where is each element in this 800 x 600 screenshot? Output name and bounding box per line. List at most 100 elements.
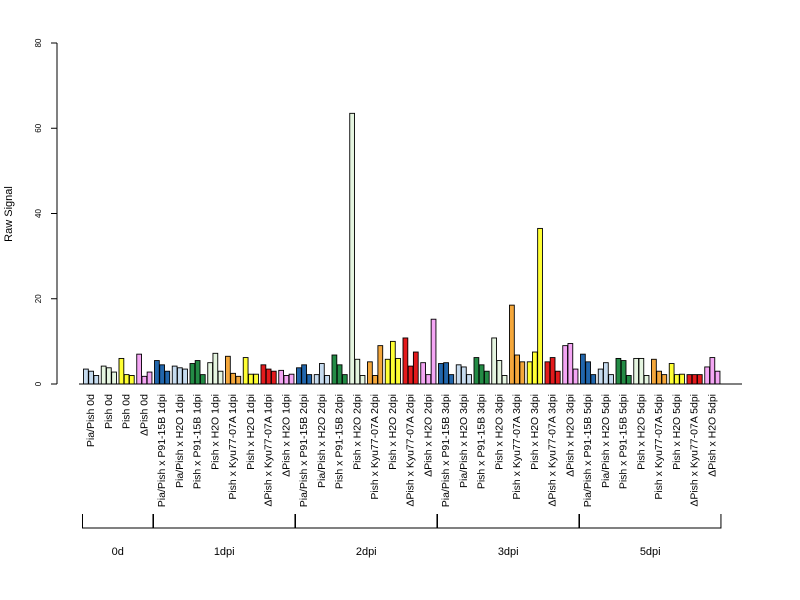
bar — [384, 358, 391, 385]
bar — [270, 370, 277, 385]
bar — [696, 374, 703, 385]
bar — [306, 374, 313, 385]
bar — [674, 374, 680, 385]
bar — [242, 357, 249, 385]
timepoint-bracket — [82, 514, 154, 529]
bar — [260, 364, 267, 385]
bar — [118, 357, 125, 385]
x-tick-label: Pish x H2O 2dpi — [351, 394, 363, 470]
bar — [483, 370, 490, 385]
y-tick-label: 40 — [34, 209, 43, 218]
bar — [171, 365, 178, 385]
bar — [212, 352, 219, 385]
bar — [199, 374, 206, 385]
bar — [704, 366, 711, 385]
bar — [164, 370, 171, 385]
x-tick-label: Pish x H2O 1dpi — [209, 394, 221, 470]
timepoint-label: 5dpi — [640, 546, 661, 558]
bar — [625, 375, 632, 385]
bar — [461, 366, 467, 385]
bar — [633, 357, 640, 385]
timepoint-brackets: 0d 1dpi 2dpi 3dpi 5dpi — [82, 514, 722, 558]
timepoint-bracket — [295, 514, 438, 529]
x-tick-label: ΔPish 0d — [138, 394, 150, 436]
bar — [283, 375, 290, 385]
timepoint-label: 3dpi — [498, 546, 519, 558]
timepoint-label: 0d — [112, 546, 124, 558]
bar — [603, 362, 609, 385]
bar — [643, 375, 650, 385]
timepoint-bracket — [579, 514, 722, 529]
y-tick-label: 80 — [34, 38, 43, 47]
x-tick-label: ΔPish x Kyu77-07A 1dpi — [263, 394, 275, 507]
x-tick-label: ΔPish x H2O 3dpi — [564, 394, 576, 477]
bar — [123, 374, 130, 385]
bar — [567, 343, 574, 385]
y-tick-label: 20 — [34, 294, 43, 303]
y-axis-label: Raw Signal — [3, 186, 15, 242]
bar — [466, 374, 472, 385]
x-tick-label: Pish x Kyu77-07A 2dpi — [369, 394, 381, 500]
bar — [230, 372, 236, 385]
timepoint-bracket — [153, 514, 296, 529]
x-tick-label: Pia/Pish x H2O 2dpi — [316, 394, 328, 488]
x-tick-label: Pish 0d — [103, 394, 115, 429]
bar — [319, 363, 325, 385]
x-tick-label: Pish x P91-15B 3dpi — [476, 394, 488, 489]
bar — [407, 365, 414, 385]
bar — [354, 358, 361, 385]
x-tick-label: Pia/Pish x P91-15B 2dpi — [298, 394, 310, 507]
bar — [159, 364, 165, 385]
bar — [420, 362, 427, 385]
bar — [509, 304, 515, 385]
bar — [154, 360, 160, 385]
bar — [668, 363, 675, 385]
bar — [194, 360, 201, 385]
bar — [313, 374, 320, 385]
bar — [501, 375, 508, 385]
bar — [661, 374, 668, 385]
bar — [390, 340, 396, 385]
x-tick-label: Pish x H2O 3dpi — [529, 394, 541, 470]
bar — [620, 360, 627, 385]
bar — [430, 318, 437, 385]
bar — [537, 227, 543, 385]
bar — [473, 357, 480, 385]
bar — [597, 368, 604, 385]
x-tick-label: ΔPish x Kyu77-07A 5dpi — [689, 394, 701, 507]
bar — [105, 367, 112, 385]
bar — [526, 361, 533, 385]
bar — [189, 363, 196, 385]
bar — [265, 368, 272, 385]
x-tick-label: Pia/Pish x P91-15B 1dpi — [156, 394, 168, 507]
bar — [412, 351, 419, 385]
bar — [491, 337, 498, 385]
bar — [128, 375, 135, 385]
bar — [253, 373, 259, 385]
bar — [225, 355, 231, 385]
y-tick-label: 0 — [34, 381, 43, 386]
bar — [349, 112, 356, 385]
x-tick-label: Pish 0d — [121, 394, 133, 429]
bar — [377, 345, 384, 385]
bar — [714, 370, 721, 385]
bar — [288, 373, 295, 385]
bar — [496, 360, 503, 385]
x-tick-label: ΔPish x H2O 5dpi — [706, 394, 718, 477]
bar — [301, 364, 307, 385]
bar — [572, 368, 579, 385]
bar — [367, 361, 373, 385]
x-tick-label: ΔPish x Kyu77-07A 3dpi — [547, 394, 559, 507]
bar — [651, 358, 657, 385]
x-tick-label: Pish x Kyu77-07A 5dpi — [653, 394, 665, 500]
bar — [402, 337, 409, 385]
bar — [585, 361, 591, 385]
bar — [176, 367, 183, 385]
x-tick-label: Pia/Pish x P91-15B 3dpi — [440, 394, 452, 507]
bar — [146, 371, 153, 385]
bar — [519, 361, 526, 385]
bar — [93, 375, 100, 385]
bar — [562, 345, 569, 385]
bar — [532, 351, 538, 385]
